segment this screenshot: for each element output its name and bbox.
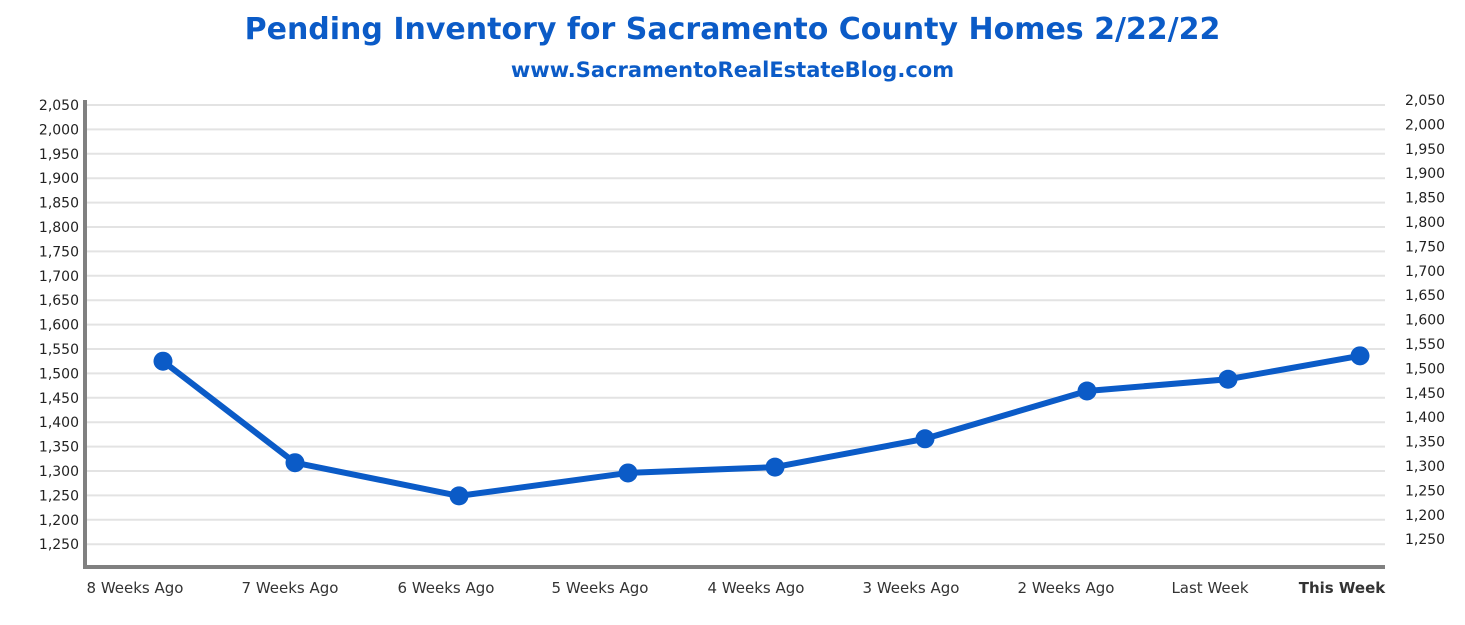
- y-tick-label-right: 1,700: [1405, 264, 1445, 280]
- y-tick-label-right: 1,350: [1405, 435, 1445, 451]
- y-tick-label-right: 1,800: [1405, 215, 1445, 231]
- y-tick-label-left: 2,050: [39, 98, 79, 114]
- y-tick-label-left: 1,200: [39, 513, 79, 529]
- chart-subtitle: www.SacramentoRealEstateBlog.com: [510, 58, 955, 82]
- y-tick-label-right: 1,250: [1405, 532, 1445, 548]
- data-point: [285, 453, 305, 473]
- y-tick-label-right: 1,900: [1405, 166, 1445, 182]
- y-tick-label-left: 1,300: [39, 464, 79, 480]
- y-tick-label-left: 1,750: [39, 244, 79, 260]
- y-tick-label-left: 1,250: [39, 537, 79, 553]
- x-tick-label: Last Week: [1171, 579, 1248, 597]
- data-point: [915, 429, 935, 449]
- y-tick-label-right: 1,750: [1405, 239, 1445, 255]
- y-tick-label-left: 1,600: [39, 318, 79, 334]
- data-point: [618, 463, 638, 483]
- x-tick-label: 6 Weeks Ago: [398, 579, 495, 597]
- y-tick-label-right: 1,850: [1405, 191, 1445, 207]
- data-point: [765, 457, 785, 477]
- y-tick-label-right: 1,950: [1405, 142, 1445, 158]
- series-line: [161, 352, 1361, 499]
- y-tick-label-right: 1,450: [1405, 386, 1445, 402]
- y-tick-label-left: 1,800: [39, 220, 79, 236]
- y-tick-label-right: 1,650: [1405, 288, 1445, 304]
- data-point: [153, 351, 173, 371]
- x-tick-label: 4 Weeks Ago: [708, 579, 805, 597]
- x-tick-label: 3 Weeks Ago: [863, 579, 960, 597]
- y-tick-label-right: 1,600: [1405, 313, 1445, 329]
- data-point: [1350, 346, 1370, 366]
- y-tick-label-left: 1,350: [39, 440, 79, 456]
- data-point: [1077, 381, 1097, 401]
- x-tick-label: 2 Weeks Ago: [1018, 579, 1115, 597]
- chart-title: Pending Inventory for Sacramento County …: [244, 12, 1221, 47]
- y-tick-label-left: 1,900: [39, 171, 79, 187]
- y-tick-label-right: 2,050: [1405, 93, 1445, 109]
- data-point: [1218, 369, 1238, 389]
- y-tick-label-left: 1,400: [39, 415, 79, 431]
- x-tick-label: 8 Weeks Ago: [87, 579, 184, 597]
- y-tick-label-left: 1,950: [39, 147, 79, 163]
- y-tick-label-left: 1,450: [39, 391, 79, 407]
- x-tick-label: 7 Weeks Ago: [242, 579, 339, 597]
- y-tick-label-right: 1,400: [1405, 410, 1445, 426]
- y-tick-label-left: 2,000: [39, 122, 79, 138]
- y-tick-label-left: 1,650: [39, 293, 79, 309]
- data-point: [449, 486, 469, 506]
- y-tick-label-right: 1,300: [1405, 459, 1445, 475]
- y-tick-label-left: 1,700: [39, 269, 79, 285]
- y-tick-label-right: 2,000: [1405, 117, 1445, 133]
- x-tick-label: This Week: [1299, 579, 1387, 597]
- y-tick-label-right: 1,200: [1405, 508, 1445, 524]
- x-tick-label: 5 Weeks Ago: [552, 579, 649, 597]
- y-tick-label-left: 1,850: [39, 196, 79, 212]
- y-tick-label-right: 1,550: [1405, 337, 1445, 353]
- y-tick-label-right: 1,500: [1405, 361, 1445, 377]
- y-tick-label-left: 1,500: [39, 366, 79, 382]
- y-tick-label-left: 1,550: [39, 342, 79, 358]
- y-tick-label-left: 1,250: [39, 488, 79, 504]
- y-tick-label-right: 1,250: [1405, 483, 1445, 499]
